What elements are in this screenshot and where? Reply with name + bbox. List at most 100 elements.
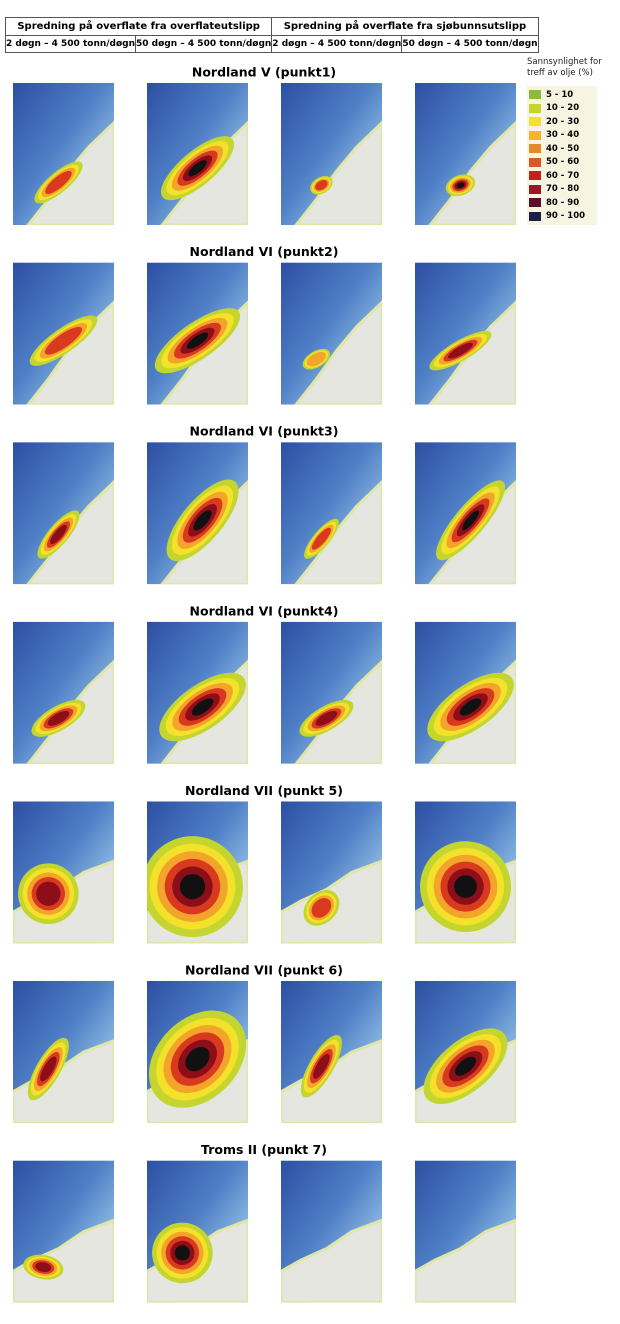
oil-spread: [191, 698, 214, 716]
oil-spread: [454, 875, 477, 898]
map-panel: [147, 262, 248, 405]
section-title: Troms II (punkt 7): [201, 1142, 327, 1157]
legend-label: 80 - 90: [546, 197, 580, 208]
legend-label: 5 - 10: [546, 89, 574, 100]
column-header: 2 døgn – 4 500 tonn/døgn: [271, 35, 403, 53]
map-panel: [13, 1160, 114, 1303]
land: [294, 300, 382, 405]
legend-label: 90 - 100: [546, 211, 586, 222]
map-panel: [415, 981, 516, 1123]
legend-swatch: [529, 103, 541, 113]
legend-item: 40 - 50: [527, 142, 597, 156]
map-panel: [147, 801, 248, 944]
legend-item: 80 - 90: [527, 196, 597, 210]
map-panel: [415, 621, 516, 764]
oil-spread: [311, 527, 331, 550]
oil-spread: [193, 510, 212, 531]
map-panel: [415, 83, 516, 225]
legend-label: 20 - 30: [546, 116, 580, 127]
map-panel: [147, 83, 248, 225]
map-panel: [281, 83, 382, 225]
legend-label: 70 - 80: [546, 184, 580, 195]
legend-item: 20 - 30: [527, 115, 597, 129]
legend-item: 70 - 80: [527, 183, 597, 197]
map-panel: [281, 981, 382, 1123]
map-panel: [13, 981, 114, 1123]
legend-label: 50 - 60: [546, 157, 580, 168]
map-panel: [281, 621, 382, 764]
section-title: Nordland VII (punkt 6): [185, 963, 343, 978]
map-panel: [281, 801, 382, 944]
oil-spread: [461, 510, 480, 531]
map-panel: [13, 83, 114, 225]
oil-spread: [35, 1262, 52, 1273]
section-title: Nordland VI (punkt2): [190, 244, 339, 259]
land: [428, 120, 516, 225]
map-panel: [147, 442, 248, 585]
column-header: 50 døgn – 4 500 tonn/døgn: [135, 35, 273, 53]
section-title: Nordland VII (punkt 5): [185, 783, 343, 798]
legend-label: 30 - 40: [546, 130, 580, 141]
map-panel: [147, 981, 248, 1123]
oil-spread: [179, 873, 206, 900]
section-title: Nordland VI (punkt3): [190, 424, 339, 439]
oil-spread: [186, 332, 209, 349]
map-panel: [281, 442, 382, 585]
land: [294, 120, 382, 225]
oil-spread: [456, 182, 465, 188]
section-title: Nordland V (punkt1): [192, 65, 336, 80]
map-panel: [147, 621, 248, 764]
legend-swatch: [529, 117, 541, 127]
legend-label: 60 - 70: [546, 170, 580, 181]
oil-spread: [315, 710, 338, 726]
legend-title: Sannsynlighet for treff av olje (%): [527, 57, 602, 78]
header-table: Spredning på overflate fra overflateutsl…: [4, 17, 539, 53]
legend-swatch: [529, 198, 541, 208]
legend-swatch: [529, 171, 541, 181]
section-title: Nordland VI (punkt4): [190, 603, 339, 618]
map-panel: [13, 262, 114, 405]
oil-spread: [47, 710, 70, 726]
legend-swatch: [529, 90, 541, 100]
oil-spread: [188, 160, 207, 177]
oil-spread: [313, 1053, 330, 1079]
oil-spread: [50, 524, 67, 545]
legend-swatch: [529, 184, 541, 194]
oil-spread: [174, 1245, 190, 1261]
legend-label: 40 - 50: [546, 143, 580, 154]
land: [294, 479, 382, 585]
legend-items: 5 - 10 10 - 20 20 - 30 30 - 40 40 - 50 50 - 6…: [527, 86, 597, 225]
map-panel: [13, 442, 114, 585]
column-header: 2 døgn – 4 500 tonn/døgn: [4, 35, 137, 53]
legend-item: 50 - 60: [527, 156, 597, 170]
legend-item: 90 - 100: [527, 210, 597, 224]
map-panel: [415, 262, 516, 405]
land: [281, 1218, 382, 1303]
oil-spread: [36, 881, 61, 906]
oil-spread: [44, 326, 83, 355]
legend-swatch: [529, 130, 541, 140]
map-panel: [13, 621, 114, 764]
oil-spread: [459, 698, 482, 716]
oil-spread: [306, 351, 326, 367]
oil-spread: [455, 1056, 476, 1076]
map-panel: [415, 1160, 516, 1303]
oil-spread: [40, 1056, 57, 1082]
land: [415, 1218, 516, 1303]
map-panel: [147, 1160, 248, 1303]
oil-spread: [311, 898, 332, 918]
map-panel: [281, 262, 382, 405]
map-panel: [281, 1160, 382, 1303]
legend-item: 10 - 20: [527, 102, 597, 116]
group-header: Spredning på overflate fra sjøbunnsutsli…: [271, 17, 539, 36]
legend-swatch: [529, 211, 541, 221]
oil-spread: [315, 180, 328, 191]
map-panel: [13, 801, 114, 944]
group-header: Spredning på overflate fra overflateutsl…: [4, 17, 273, 36]
legend-swatch: [529, 157, 541, 167]
legend-swatch: [529, 144, 541, 154]
map-panel: [415, 442, 516, 585]
oil-spread: [185, 1046, 210, 1072]
